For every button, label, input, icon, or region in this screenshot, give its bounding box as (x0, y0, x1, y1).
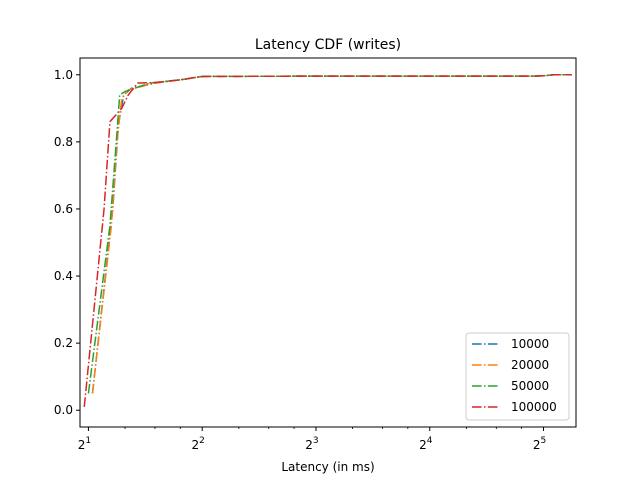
legend-label: 10000 (511, 337, 549, 351)
x-tick-label: 25 (533, 436, 546, 452)
x-tick-label: 21 (78, 436, 91, 452)
x-axis: 21 22 23 24 25 (78, 427, 546, 452)
y-axis: 0.0 0.2 0.4 0.6 0.8 1.0 (54, 68, 80, 417)
legend-label: 50000 (511, 379, 549, 393)
x-axis-label: Latency (in ms) (281, 460, 374, 474)
plot-frame (79, 57, 577, 428)
y-tick-label: 0.4 (54, 269, 73, 283)
x-tick-label: 24 (419, 436, 433, 452)
y-tick-label: 0.2 (54, 336, 73, 350)
y-tick-label: 0.6 (54, 202, 73, 216)
legend-label: 100000 (511, 400, 557, 414)
y-tick-label: 0.8 (54, 135, 73, 149)
y-tick-label: 1.0 (54, 68, 73, 82)
chart-title: Latency CDF (writes) (255, 37, 401, 53)
x-tick-label: 23 (305, 436, 318, 452)
legend: 10000 20000 50000 100000 (465, 332, 570, 421)
y-tick-label: 0.0 (54, 403, 73, 417)
plot-lines (83, 74, 572, 407)
legend-label: 20000 (511, 358, 549, 372)
x-tick-label: 22 (192, 436, 205, 452)
legend-box (465, 332, 570, 421)
series-line-100000 (83, 74, 572, 407)
